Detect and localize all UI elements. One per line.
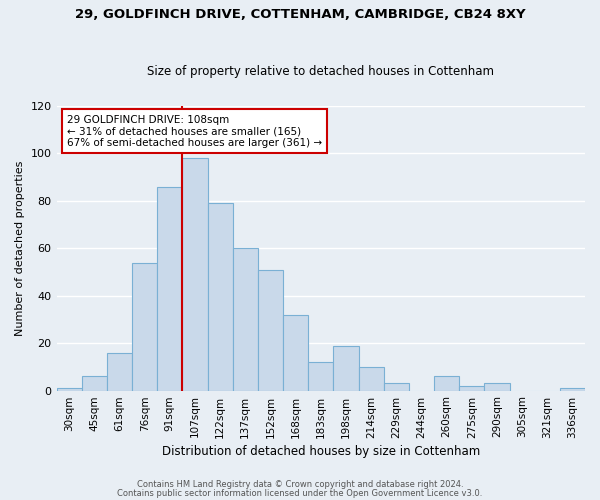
Bar bbox=[434, 376, 459, 390]
Text: 29 GOLDFINCH DRIVE: 108sqm
← 31% of detached houses are smaller (165)
67% of sem: 29 GOLDFINCH DRIVE: 108sqm ← 31% of deta… bbox=[67, 114, 322, 148]
Bar bbox=[459, 386, 484, 390]
Text: Contains HM Land Registry data © Crown copyright and database right 2024.: Contains HM Land Registry data © Crown c… bbox=[137, 480, 463, 489]
Bar bbox=[258, 270, 283, 390]
Title: Size of property relative to detached houses in Cottenham: Size of property relative to detached ho… bbox=[147, 66, 494, 78]
Bar bbox=[334, 346, 359, 391]
Bar bbox=[107, 352, 132, 391]
Text: 29, GOLDFINCH DRIVE, COTTENHAM, CAMBRIDGE, CB24 8XY: 29, GOLDFINCH DRIVE, COTTENHAM, CAMBRIDG… bbox=[74, 8, 526, 20]
Bar bbox=[233, 248, 258, 390]
Y-axis label: Number of detached properties: Number of detached properties bbox=[15, 160, 25, 336]
Bar bbox=[560, 388, 585, 390]
Bar bbox=[132, 262, 157, 390]
Text: Contains public sector information licensed under the Open Government Licence v3: Contains public sector information licen… bbox=[118, 488, 482, 498]
Bar bbox=[308, 362, 334, 390]
Bar bbox=[359, 367, 383, 390]
Bar bbox=[56, 388, 82, 390]
Bar bbox=[208, 204, 233, 390]
Bar bbox=[283, 314, 308, 390]
X-axis label: Distribution of detached houses by size in Cottenham: Distribution of detached houses by size … bbox=[161, 444, 480, 458]
Bar bbox=[82, 376, 107, 390]
Bar bbox=[182, 158, 208, 390]
Bar bbox=[157, 186, 182, 390]
Bar bbox=[383, 384, 409, 390]
Bar bbox=[484, 384, 509, 390]
